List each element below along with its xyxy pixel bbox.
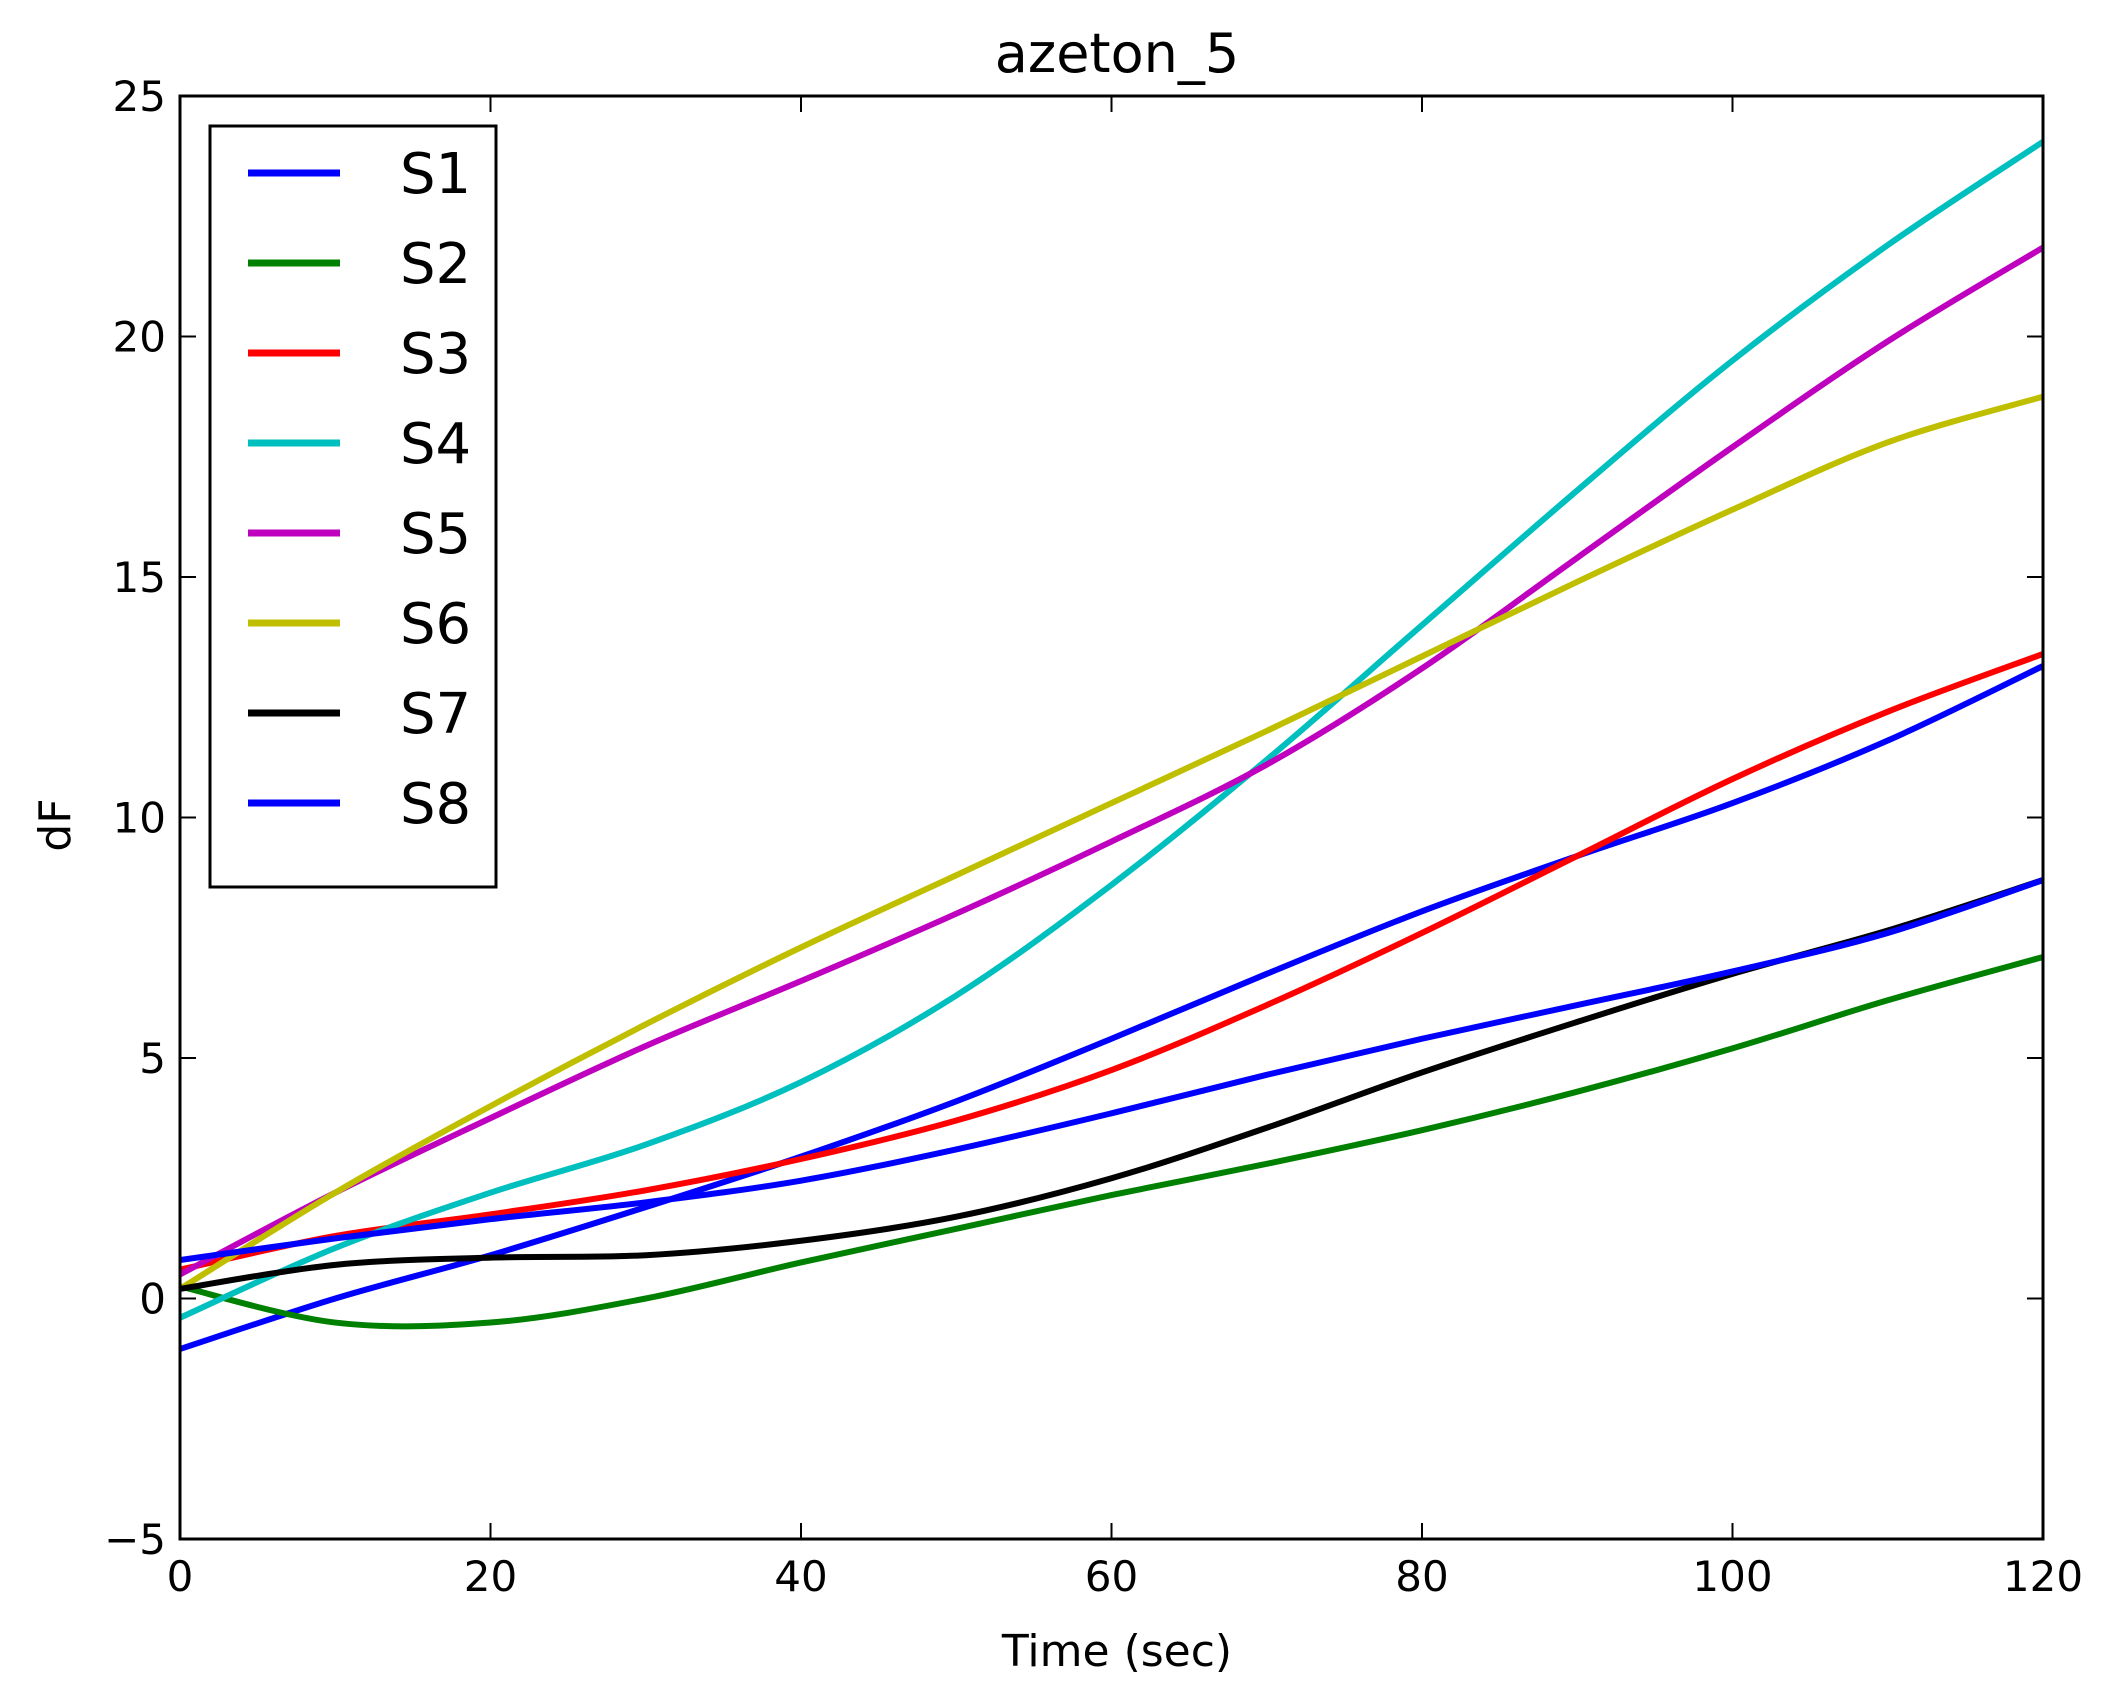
series-line-s2 [180, 954, 2043, 1330]
x-tick-label: 60 [1085, 1552, 1138, 1601]
y-tick-label: 15 [113, 553, 166, 602]
legend-label: S5 [400, 502, 471, 567]
legend-label: S2 [400, 232, 471, 297]
y-tick-label: 10 [113, 794, 166, 843]
x-tick-label: 80 [1395, 1552, 1448, 1601]
y-tick-label: 25 [113, 72, 166, 121]
series-group [180, 139, 2043, 1352]
legend-label: S8 [400, 772, 471, 837]
x-tick-label: 0 [167, 1552, 194, 1601]
legend-label: S7 [400, 682, 471, 747]
y-axis-label: dF [30, 798, 81, 851]
legend-label: S1 [400, 142, 471, 207]
legend-label: S3 [400, 322, 471, 387]
chart-title: azeton_5 [995, 22, 1239, 85]
legend-label: S6 [400, 592, 471, 657]
legend-label: S4 [400, 412, 471, 477]
legend: S1 S2 S3 S4 S5 S6 S7 S8 [208, 124, 498, 889]
y-tick-label: 5 [139, 1034, 166, 1083]
series-line-s3 [180, 651, 2043, 1273]
x-tick-label: 20 [464, 1552, 517, 1601]
y-tick-label: −5 [104, 1515, 166, 1564]
legend-box [208, 124, 498, 889]
series-line-s4 [180, 139, 2043, 1321]
x-tick-label: 40 [774, 1552, 827, 1601]
x-tick-label: 100 [1692, 1552, 1772, 1601]
x-axis-label: Time (sec) [1001, 1626, 1232, 1677]
x-tick-label: 120 [2003, 1552, 2083, 1601]
y-tick-label: 20 [113, 313, 166, 362]
series-line-s8 [180, 877, 2043, 1263]
series-line-s5 [180, 244, 2043, 1278]
y-tick-label: 0 [139, 1275, 166, 1324]
series-line-s6 [180, 393, 2043, 1292]
